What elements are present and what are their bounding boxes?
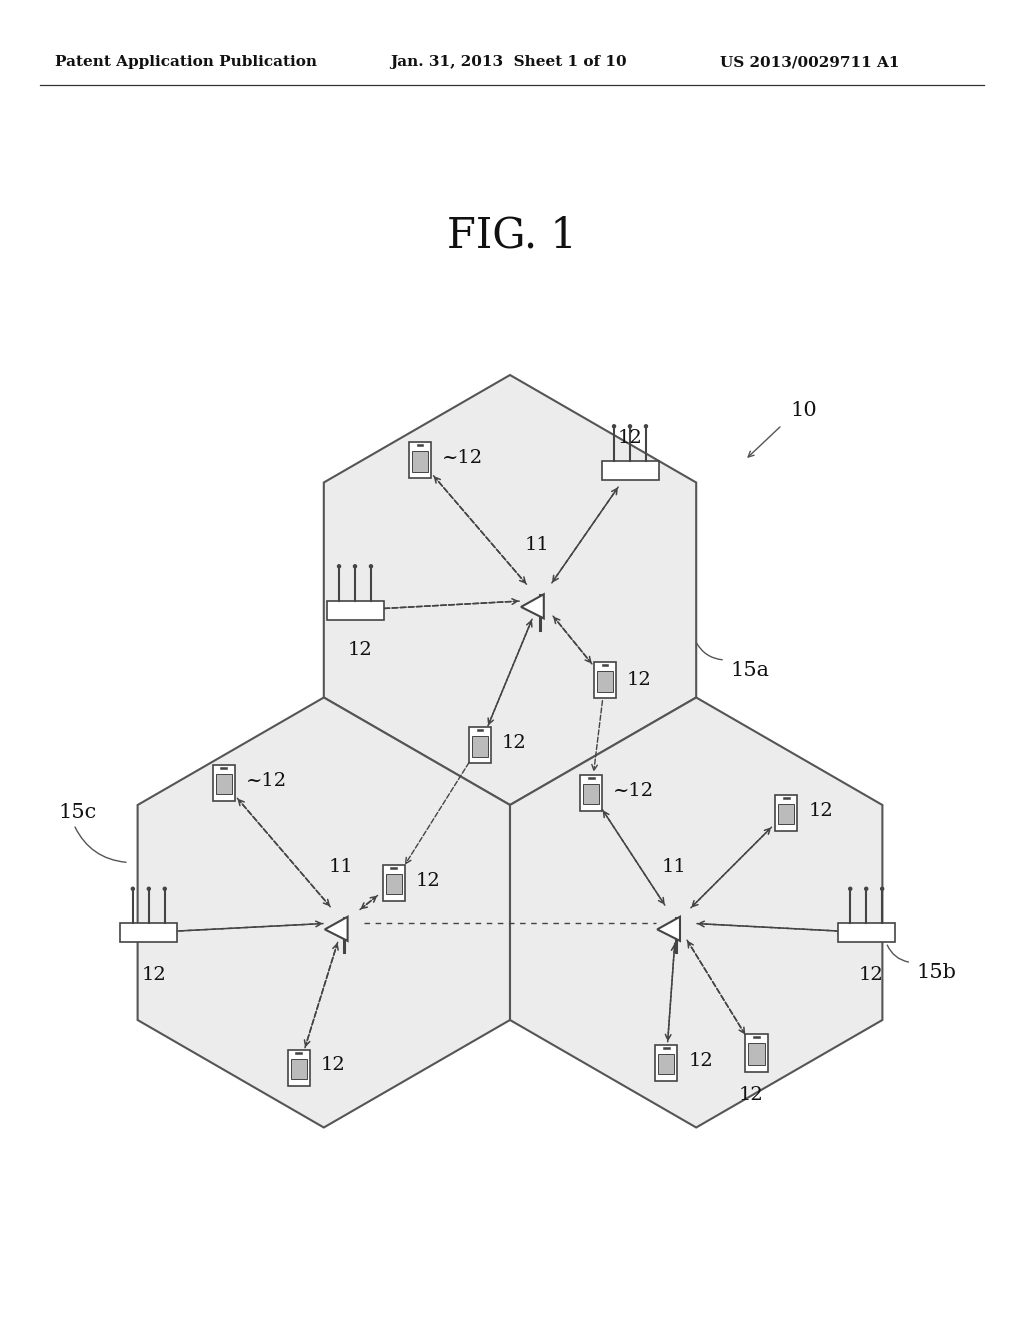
Text: 11: 11: [662, 858, 686, 876]
Circle shape: [612, 425, 615, 428]
Bar: [778, 804, 795, 825]
Bar: [291, 1059, 307, 1080]
Text: 11: 11: [525, 536, 550, 554]
Bar: [753, 1036, 760, 1038]
Text: ~12: ~12: [246, 771, 287, 789]
Text: ~12: ~12: [442, 449, 483, 467]
Bar: [412, 451, 428, 471]
Circle shape: [163, 887, 166, 890]
Polygon shape: [137, 697, 510, 1127]
Text: 12: 12: [808, 801, 833, 820]
Text: 15b: 15b: [916, 964, 956, 982]
Text: 12: 12: [618, 429, 643, 447]
Bar: [220, 767, 227, 768]
Bar: [601, 664, 608, 667]
Bar: [583, 784, 599, 804]
Text: 12: 12: [347, 642, 373, 659]
Circle shape: [644, 425, 647, 428]
Text: US 2013/0029711 A1: US 2013/0029711 A1: [720, 55, 899, 69]
Bar: [469, 727, 490, 763]
Circle shape: [131, 887, 134, 890]
Circle shape: [370, 565, 373, 568]
Polygon shape: [324, 375, 696, 805]
Bar: [288, 1049, 309, 1085]
Bar: [782, 797, 790, 799]
Circle shape: [864, 887, 867, 890]
Bar: [476, 729, 483, 731]
Bar: [655, 1044, 677, 1081]
Bar: [597, 671, 613, 692]
Bar: [775, 795, 797, 830]
Bar: [838, 923, 895, 942]
Text: 12: 12: [739, 1085, 764, 1104]
Bar: [383, 865, 404, 900]
Polygon shape: [325, 917, 347, 941]
Bar: [588, 776, 595, 779]
Bar: [327, 601, 384, 619]
Bar: [386, 874, 401, 895]
Bar: [417, 444, 424, 446]
Text: ~12: ~12: [613, 781, 654, 800]
Text: 12: 12: [627, 671, 651, 689]
Bar: [213, 764, 234, 800]
Circle shape: [353, 565, 356, 568]
Text: 15c: 15c: [58, 803, 97, 822]
Bar: [390, 867, 397, 869]
Polygon shape: [521, 594, 544, 618]
Bar: [594, 663, 615, 698]
Text: 15a: 15a: [730, 660, 769, 680]
Text: 12: 12: [859, 965, 884, 983]
Circle shape: [629, 425, 632, 428]
Text: Patent Application Publication: Patent Application Publication: [55, 55, 317, 69]
Bar: [658, 1053, 674, 1074]
Text: 12: 12: [321, 1056, 345, 1074]
Circle shape: [147, 887, 151, 890]
Text: 12: 12: [688, 1052, 713, 1069]
Bar: [744, 1034, 768, 1072]
Text: 11: 11: [329, 858, 353, 876]
Polygon shape: [510, 697, 883, 1127]
Circle shape: [881, 887, 884, 890]
Text: 12: 12: [416, 871, 440, 890]
Text: 12: 12: [502, 734, 526, 752]
Bar: [748, 1043, 765, 1065]
Bar: [472, 737, 488, 756]
Circle shape: [338, 565, 341, 568]
Bar: [410, 442, 431, 478]
Bar: [295, 1052, 302, 1053]
Text: Jan. 31, 2013  Sheet 1 of 10: Jan. 31, 2013 Sheet 1 of 10: [390, 55, 627, 69]
Bar: [581, 775, 602, 810]
Text: FIG. 1: FIG. 1: [447, 214, 577, 256]
Bar: [120, 923, 177, 942]
Bar: [216, 774, 231, 795]
Polygon shape: [657, 917, 680, 941]
Bar: [601, 461, 658, 479]
Bar: [663, 1047, 670, 1049]
Circle shape: [849, 887, 852, 890]
Text: 12: 12: [141, 965, 166, 983]
Text: 10: 10: [790, 400, 817, 420]
